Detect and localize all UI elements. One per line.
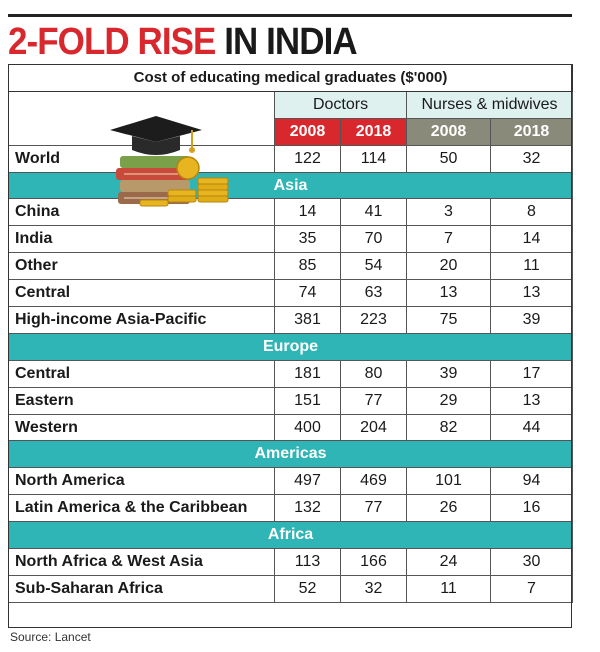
row-label: India [8, 225, 275, 254]
table-row: Latin America & the Caribbean 132 77 26 16 [8, 494, 574, 523]
value-cell: 70 [340, 225, 407, 254]
table-row: Central 181 80 39 17 [8, 359, 574, 388]
value-cell: 17 [489, 359, 574, 388]
value-cell: 400 [274, 413, 341, 442]
table-row: High-income Asia-Pacific 381 223 75 39 [8, 306, 574, 334]
value-cell: 63 [340, 279, 407, 308]
section-row: Europe [7, 332, 574, 361]
value-cell: 204 [340, 413, 407, 442]
row-label: North America [8, 467, 275, 496]
table-frame [8, 64, 572, 628]
value-cell: 11 [406, 574, 491, 603]
value-cell: 7 [406, 225, 491, 254]
row-label: Western [8, 413, 275, 442]
graduation-illustration [110, 116, 229, 207]
table-row: Other 85 54 20 11 [8, 252, 574, 281]
value-cell: 13 [406, 279, 491, 308]
row-label: Sub-Saharan Africa [8, 574, 275, 603]
value-cell: 80 [340, 359, 407, 388]
value-cell: 39 [406, 359, 491, 388]
row-label: High-income Asia-Pacific [8, 306, 275, 334]
value-cell: 181 [274, 359, 341, 388]
row-label: Central [8, 279, 275, 308]
year-nurses-2018: 2018 [489, 117, 574, 146]
cost-table: Cost of educating medical graduates ($'0… [7, 64, 574, 603]
source-note: Source: Lancet [10, 630, 91, 644]
value-cell: 14 [274, 198, 341, 227]
value-cell: 41 [340, 198, 407, 227]
value-cell: 24 [406, 548, 491, 576]
section-label: Americas [7, 440, 574, 469]
value-cell: 497 [274, 467, 341, 496]
coins-icon [139, 156, 229, 207]
value-cell: 77 [340, 386, 407, 415]
value-cell: 11 [489, 252, 574, 281]
section-row: Asia [7, 171, 574, 200]
section-label: Asia [7, 171, 574, 200]
value-cell: 223 [340, 306, 407, 334]
value-cell: 39 [489, 306, 574, 334]
value-cell: 3 [406, 198, 491, 227]
section-label: Africa [7, 521, 574, 550]
table-row: Central 74 63 13 13 [8, 279, 574, 308]
graduation-cap-icon [110, 116, 202, 155]
value-cell: 44 [489, 413, 574, 442]
value-cell: 74 [274, 279, 341, 308]
section-row: Africa [7, 521, 574, 550]
headline: 2-FOLD RISE IN INDIA [8, 20, 358, 64]
value-cell: 85 [274, 252, 341, 281]
value-cell: 50 [406, 144, 491, 173]
value-cell: 20 [406, 252, 491, 281]
headline-rest: IN INDIA [215, 21, 357, 63]
value-cell: 7 [489, 574, 574, 603]
value-cell: 52 [274, 574, 341, 603]
group-nurses: Nurses & midwives [405, 90, 574, 119]
value-cell: 32 [489, 144, 574, 173]
table-row: Eastern 151 77 29 13 [8, 386, 574, 415]
row-label: Latin America & the Caribbean [8, 494, 275, 523]
top-rule [8, 14, 572, 17]
row-label: Other [8, 252, 275, 281]
value-cell: 94 [489, 467, 574, 496]
table-row: Sub-Saharan Africa 52 32 11 7 [8, 574, 574, 603]
row-label: North Africa & West Asia [8, 548, 275, 576]
header-blank [8, 91, 275, 119]
value-cell: 13 [489, 279, 574, 308]
value-cell: 32 [340, 574, 407, 603]
table-row: North America 497 469 101 94 [8, 467, 574, 496]
value-cell: 16 [489, 494, 574, 523]
value-cell: 13 [489, 386, 574, 415]
section-label: Europe [7, 332, 574, 361]
table-subtitle: Cost of educating medical graduates ($'0… [7, 64, 574, 92]
headline-highlight: 2-FOLD RISE [8, 21, 216, 63]
value-cell: 14 [489, 225, 574, 254]
value-cell: 77 [340, 494, 407, 523]
table-row: Western 400 204 82 44 [8, 413, 574, 442]
row-label: Central [8, 359, 275, 388]
value-cell: 381 [274, 306, 341, 334]
section-row: Americas [7, 440, 574, 469]
value-cell: 151 [274, 386, 341, 415]
books-icon [116, 156, 190, 204]
row-label: Eastern [8, 386, 275, 415]
value-cell: 75 [406, 306, 491, 334]
